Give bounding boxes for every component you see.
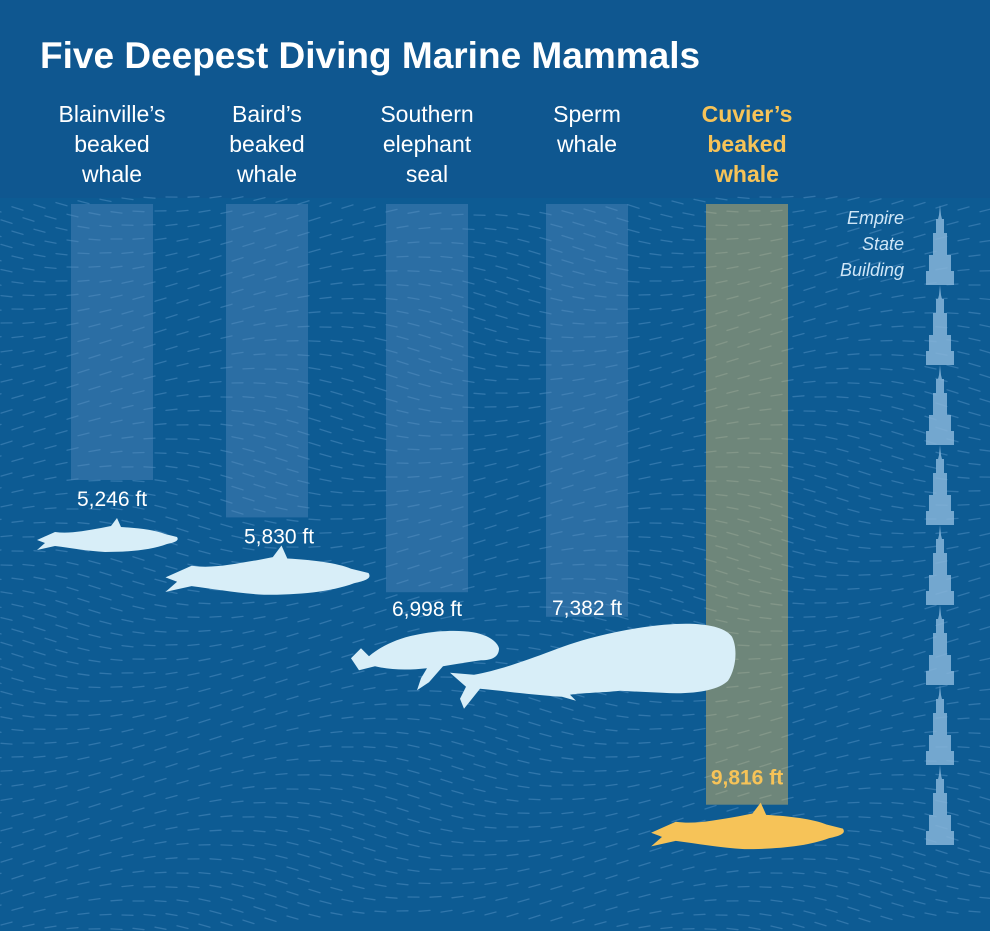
value-label-3: 6,998 ft <box>392 598 462 621</box>
category-label-5: Cuvier’s beaked whale <box>702 101 793 187</box>
beaked-whale-icon <box>37 518 178 552</box>
depth-column-4 <box>546 204 628 617</box>
category-label-3: Southern elephant seal <box>380 101 473 187</box>
empire-state-building-icon <box>926 365 954 445</box>
beaked-whale-icon <box>165 545 370 595</box>
empire-state-building-icon <box>926 445 954 525</box>
category-label-1: Blainville’s beaked whale <box>59 101 166 187</box>
animal-silhouettes <box>37 518 844 850</box>
category-labels: Blainville’s beaked whale Baird’s beaked whal… <box>59 101 793 187</box>
empire-state-building-icon <box>926 205 954 285</box>
chart-title: Five Deepest Diving Marine Mammals <box>40 35 700 76</box>
depth-column-1 <box>71 204 153 480</box>
category-label-4: Sperm whale <box>553 101 621 157</box>
empire-state-building-icon <box>926 685 954 765</box>
value-label-1: 5,246 ft <box>77 488 147 511</box>
value-labels: 5,246 ft 5,830 ft 6,998 ft 7,382 ft 9,816 ft <box>77 488 783 790</box>
depth-column-5 <box>706 204 788 805</box>
value-label-2: 5,830 ft <box>244 525 314 548</box>
value-label-4: 7,382 ft <box>552 597 622 620</box>
empire-state-reference: Empire State Building <box>840 205 954 845</box>
depth-column-3 <box>386 204 468 593</box>
empire-state-building-icon <box>926 765 954 845</box>
depth-columns <box>71 204 788 805</box>
sperm-whale-icon <box>450 623 736 709</box>
empire-state-building-icon <box>926 525 954 605</box>
empire-state-building-icon <box>926 285 954 365</box>
depth-column-2 <box>226 204 308 518</box>
value-label-5: 9,816 ft <box>711 767 783 790</box>
elephant-seal-icon <box>351 630 499 691</box>
sky-band <box>0 0 990 198</box>
category-label-2: Baird’s beaked whale <box>229 101 304 187</box>
empire-state-building-icon <box>926 605 954 685</box>
beaked-whale-icon <box>651 802 844 850</box>
reference-label: Empire State Building <box>840 208 904 280</box>
